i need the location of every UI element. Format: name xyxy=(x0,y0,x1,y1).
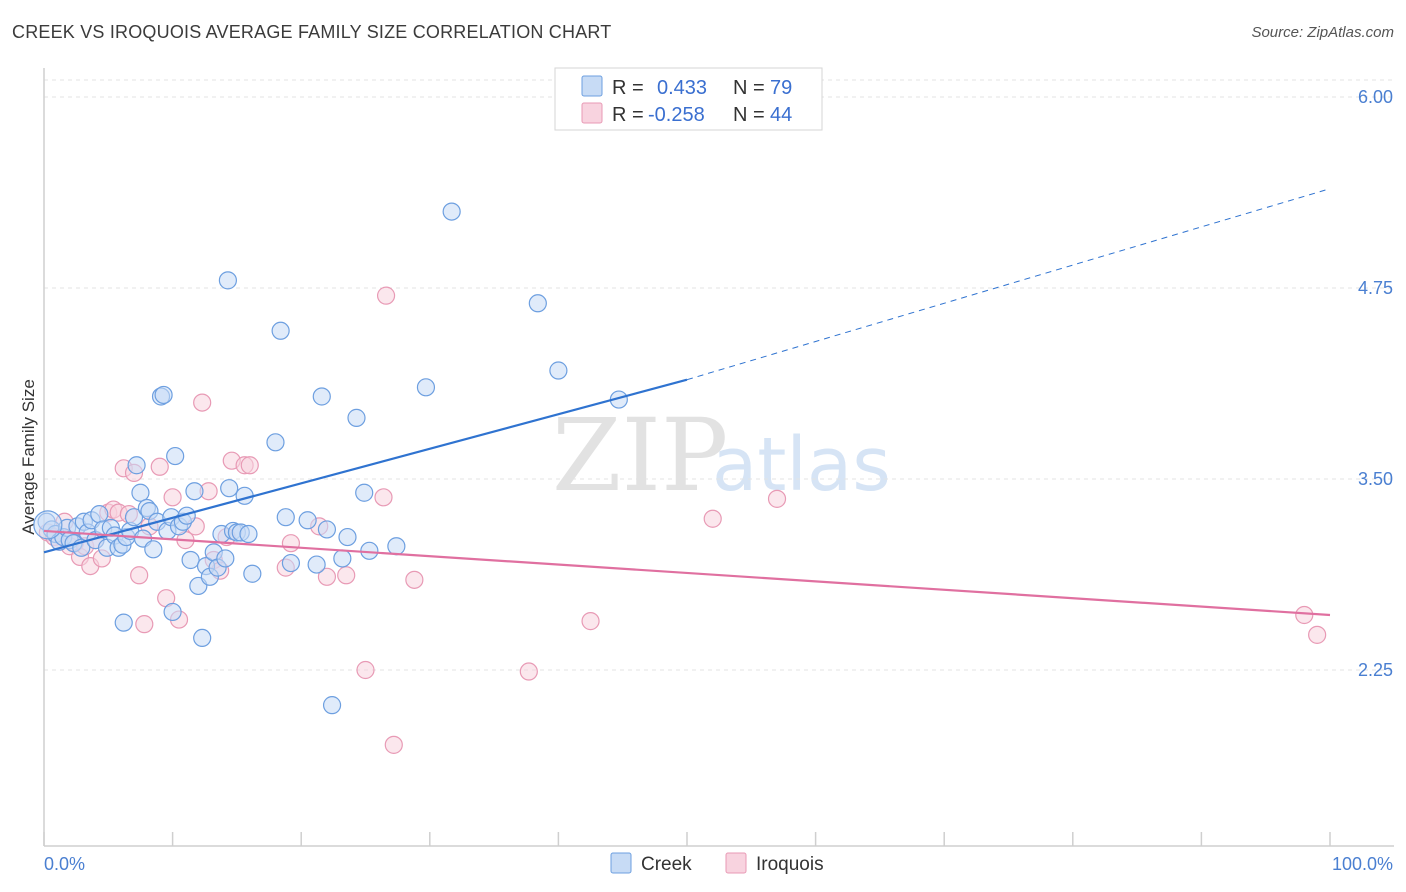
trend-lines xyxy=(43,188,1331,617)
creek-point xyxy=(387,537,406,556)
creek-point xyxy=(312,387,331,406)
x-tick-label-max: 100.0% xyxy=(1332,854,1393,874)
iroquois-point xyxy=(405,570,424,589)
creek-trend-line xyxy=(43,378,688,554)
x-ticks xyxy=(43,832,1331,846)
iroquois-point xyxy=(767,489,787,508)
creek-point xyxy=(347,408,366,427)
creek-point xyxy=(163,602,182,622)
chart-title: CREEK VS IROQUOIS AVERAGE FAMILY SIZE CO… xyxy=(12,22,612,42)
iroquois-bottom-swatch xyxy=(725,852,747,874)
iroquois-point xyxy=(356,660,375,680)
grid xyxy=(44,79,1394,671)
creek-point xyxy=(322,696,342,715)
creek-n-label: N = xyxy=(733,77,765,99)
creek-point xyxy=(218,271,237,290)
creek-point xyxy=(144,540,163,559)
watermark-atlas: atlas xyxy=(712,422,891,508)
iroquois-n-label: N = xyxy=(733,104,765,126)
iroquois-point xyxy=(240,456,259,475)
chart-source: Source: ZipAtlas.com xyxy=(1251,24,1394,41)
iroquois-point xyxy=(281,534,301,553)
iroquois-point xyxy=(193,393,212,412)
iroquois-point xyxy=(163,488,182,507)
iroquois-legend-swatch xyxy=(581,102,603,124)
iroquois-point xyxy=(337,566,356,585)
creek-point xyxy=(181,550,200,570)
creek-point xyxy=(90,505,109,524)
creek-point xyxy=(549,361,568,380)
iroquois-point xyxy=(376,286,396,305)
creek-point xyxy=(338,527,357,547)
iroquois-point xyxy=(1308,625,1327,644)
iroquois-point xyxy=(135,615,154,634)
creek-n-value: 79 xyxy=(770,77,792,99)
creek-point xyxy=(166,446,185,466)
creek-point xyxy=(239,524,258,544)
iroquois-point xyxy=(1295,605,1314,625)
y-tick-label: 2.25 xyxy=(1358,660,1393,680)
watermark: ZIP atlas xyxy=(552,397,891,514)
iroquois-r-label: R = xyxy=(612,104,644,126)
creek-point xyxy=(333,549,352,568)
y-tick-label: 3.50 xyxy=(1358,469,1393,489)
iroquois-point xyxy=(150,457,169,476)
y-ticks: 6.00 4.75 3.50 2.25 xyxy=(1358,87,1393,680)
y-axis-label: Average Family Size xyxy=(19,379,38,535)
creek-r-label: R = xyxy=(612,77,644,99)
creek-point xyxy=(131,483,150,502)
creek-point xyxy=(281,553,301,573)
creek-point xyxy=(442,202,461,221)
creek-point xyxy=(114,613,133,632)
creek-point-cluster xyxy=(33,510,63,540)
iroquois-r-value: -0.258 xyxy=(648,104,705,126)
series-legend: Creek Iroquois xyxy=(610,852,824,875)
creek-point xyxy=(271,321,290,340)
iroquois-point xyxy=(519,662,538,681)
creek-point xyxy=(355,483,374,502)
creek-point xyxy=(307,555,326,574)
iroquois-point xyxy=(130,566,149,585)
creek-point xyxy=(185,482,204,501)
creek-point xyxy=(276,508,295,527)
creek-point xyxy=(216,549,235,568)
creek-point xyxy=(266,433,285,452)
iroquois-trend-line xyxy=(43,529,1331,617)
creek-legend-label: Creek xyxy=(641,854,692,875)
iroquois-legend-label: Iroquois xyxy=(756,854,824,875)
x-tick-label-min: 0.0% xyxy=(44,854,85,874)
creek-point xyxy=(154,385,173,405)
creek-point xyxy=(193,628,212,648)
iroquois-series xyxy=(38,286,1327,754)
creek-point xyxy=(298,511,317,530)
creek-legend-swatch xyxy=(581,75,603,97)
iroquois-point xyxy=(317,567,337,586)
creek-point xyxy=(127,456,146,475)
creek-point xyxy=(124,508,144,527)
creek-point xyxy=(317,520,337,539)
creek-bottom-swatch xyxy=(610,852,632,874)
creek-point xyxy=(243,564,262,583)
creek-series xyxy=(33,202,628,715)
creek-point xyxy=(528,294,547,313)
iroquois-n-value: 44 xyxy=(770,104,792,126)
creek-point xyxy=(220,479,239,498)
iroquois-point xyxy=(384,735,403,754)
iroquois-point xyxy=(374,488,393,507)
iroquois-point xyxy=(703,509,722,528)
axes xyxy=(43,68,1394,847)
watermark-zip: ZIP xyxy=(552,397,728,514)
stats-legend: R = 0.433 N = 79 R = -0.258 N = 44 xyxy=(554,67,823,131)
creek-point xyxy=(416,378,436,397)
creek-r-value: 0.433 xyxy=(657,77,707,99)
iroquois-point xyxy=(581,612,600,631)
creek-trend-extension xyxy=(686,188,1331,381)
y-tick-label: 4.75 xyxy=(1358,278,1393,298)
y-tick-label: 6.00 xyxy=(1358,87,1393,107)
